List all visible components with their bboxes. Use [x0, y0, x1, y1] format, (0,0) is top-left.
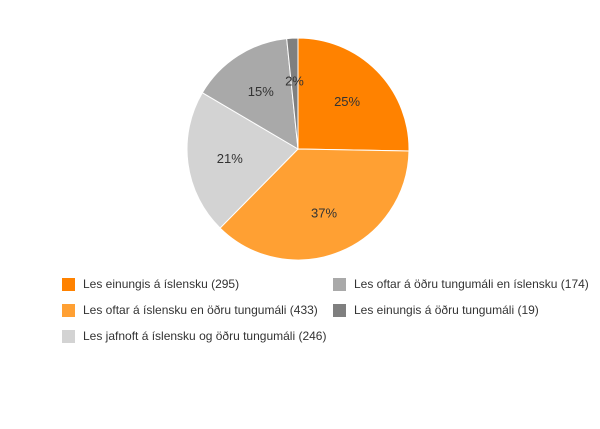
pie-slice-label-0: 25%: [334, 94, 360, 109]
pie-slice-2: [186, 92, 299, 229]
pie-slice-0: [297, 37, 410, 152]
pie-slice-3: [201, 38, 299, 150]
pie-slice-label-1: 37%: [311, 206, 337, 221]
pie-slice-4: [286, 37, 299, 150]
pie-slice-label-4: 2%: [285, 73, 304, 88]
pie-slice-1: [219, 148, 410, 261]
pie-slice-label-3: 15%: [248, 84, 274, 99]
pie-slice-label-2: 21%: [217, 151, 243, 166]
